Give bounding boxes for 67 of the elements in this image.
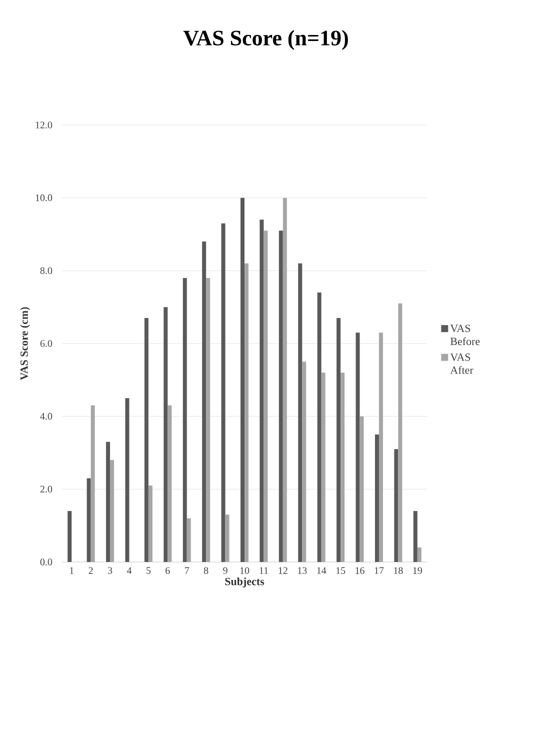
x-tick-label: 12 <box>278 567 288 574</box>
bar <box>360 416 364 562</box>
x-tick-label: 17 <box>374 567 384 574</box>
bar <box>356 332 360 562</box>
y-tick-label: 6.0 <box>40 340 52 347</box>
x-tick-label: 14 <box>317 567 326 574</box>
y-tick-label: 2.0 <box>40 486 52 493</box>
x-tick-label: 19 <box>413 567 422 574</box>
x-tick-label: 18 <box>394 567 403 574</box>
bar <box>125 398 130 562</box>
bar <box>86 478 91 562</box>
legend-label: VAS After <box>450 354 474 374</box>
y-tick-label: 12.0 <box>36 122 52 128</box>
bar <box>398 303 402 562</box>
x-tick-label: 7 <box>185 567 190 574</box>
x-tick-label: 9 <box>223 567 228 574</box>
bar <box>336 318 341 562</box>
bar <box>186 518 191 562</box>
x-axis-title: Subjects <box>225 577 264 588</box>
bar <box>164 307 168 562</box>
bar <box>340 372 345 562</box>
x-tick-label: 3 <box>108 567 112 574</box>
bar <box>394 449 398 562</box>
x-tick-label: 4 <box>126 567 132 574</box>
bar <box>202 242 206 562</box>
bar <box>182 278 187 562</box>
bar <box>225 514 230 562</box>
x-tick-label: 16 <box>356 567 364 574</box>
bar <box>282 198 287 562</box>
bar <box>302 362 306 562</box>
bar <box>374 434 379 562</box>
bar <box>260 220 264 562</box>
y-axis-title: VAS Score (cm) <box>20 307 30 380</box>
bar <box>221 223 226 562</box>
x-tick-label: 1 <box>70 567 74 574</box>
bar <box>378 332 383 562</box>
x-tick-label: 13 <box>298 567 307 574</box>
y-tick-label: 10.0 <box>36 194 52 202</box>
chart-title: VAS Score (n=19) <box>183 30 348 50</box>
x-tick-label: 2 <box>88 567 93 574</box>
bar <box>240 198 245 562</box>
x-tick-label: 5 <box>146 567 151 574</box>
x-tick-label: 10 <box>240 567 250 574</box>
bar <box>278 230 283 562</box>
bar <box>110 460 114 562</box>
bar <box>68 511 72 562</box>
bar <box>148 486 152 562</box>
bar <box>298 263 302 562</box>
bar <box>244 263 248 562</box>
bar <box>264 230 268 562</box>
y-tick-label: 0.0 <box>40 558 52 566</box>
x-tick-label: 11 <box>260 567 268 574</box>
bar <box>206 278 210 562</box>
bar <box>144 318 148 562</box>
bar <box>321 372 326 562</box>
bar <box>168 405 172 562</box>
x-tick-label: 6 <box>166 567 170 574</box>
bar <box>413 511 418 562</box>
bar <box>106 442 110 562</box>
legend-label: VAS Before <box>450 324 480 346</box>
bar <box>417 547 422 562</box>
y-tick-label: 4.0 <box>40 412 52 420</box>
x-tick-label: 15 <box>336 567 346 574</box>
y-tick-label: 8.0 <box>40 267 52 274</box>
x-tick-label: 8 <box>204 567 208 574</box>
bar <box>317 292 322 562</box>
bar <box>90 405 95 562</box>
